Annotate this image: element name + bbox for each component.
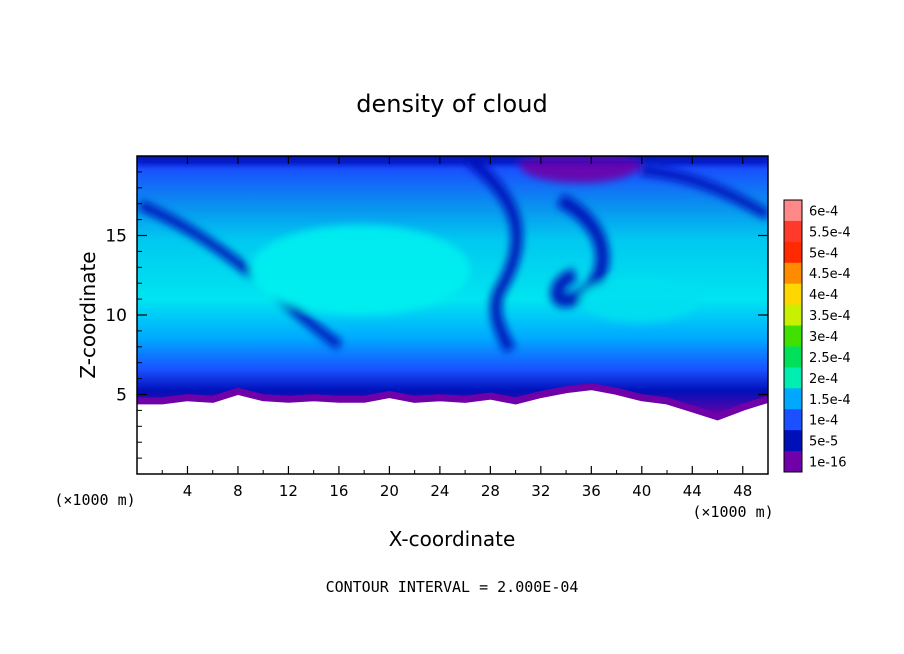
bright-core-right [580, 278, 700, 322]
right-filament [639, 165, 768, 220]
colorbar-swatch [784, 304, 802, 327]
colorbar-swatch [784, 367, 802, 389]
y-tick-marks [137, 171, 768, 459]
colorbar-label: 4.5e-4 [809, 267, 851, 282]
top-dark-band [137, 156, 768, 162]
x-tick-label: 8 [233, 482, 243, 500]
y-tick-labels: 5 10 15 [105, 227, 127, 406]
x-axis-label: X-coordinate [389, 527, 516, 551]
colorbar-swatch [784, 430, 802, 452]
top-purple [520, 156, 640, 183]
colorbar-label: 2.5e-4 [809, 351, 851, 366]
x-tick-label: 16 [329, 482, 348, 500]
y-axis-label: Z-coordinate [76, 251, 100, 378]
x-tick-label: 28 [481, 482, 500, 500]
x-tick-label: 20 [380, 482, 399, 500]
x-tick-marks [161, 156, 744, 474]
colorbar-label: 1e-16 [809, 456, 847, 471]
x-tick-label: 40 [632, 482, 651, 500]
x-tick-labels: 4 8 12 16 20 24 28 32 36 40 44 48 [183, 482, 753, 500]
colorbar-label: 5e-4 [809, 246, 838, 261]
y-tick-label: 15 [105, 227, 127, 247]
colorbar-swatch [784, 409, 802, 431]
colorbar-label: 3.5e-4 [809, 309, 851, 324]
colorbar-swatch [784, 346, 802, 368]
x-tick-label: 12 [279, 482, 298, 500]
x-tick-label: 24 [430, 482, 449, 500]
x-unit-label-right: (×1000 m) [692, 503, 773, 521]
colorbar-label: 3e-4 [809, 330, 838, 345]
colorbar-label: 6e-4 [809, 204, 838, 219]
plot-area [137, 156, 768, 474]
colorbar-label: 5.5e-4 [809, 225, 851, 240]
cloud-base-fringe [137, 383, 768, 421]
y-tick-label: 5 [116, 386, 127, 406]
colorbar-label: 5e-5 [809, 435, 838, 450]
x-tick-label: 32 [531, 482, 550, 500]
colorbar-swatch [784, 241, 802, 264]
colorbar-frame [783, 199, 803, 473]
colorbar-swatch [784, 262, 802, 285]
colorbar-swatch [784, 200, 802, 222]
x-tick-label: 48 [733, 482, 752, 500]
bright-core [250, 225, 470, 315]
y-tick-label: 10 [105, 306, 127, 326]
colorbar: 6e-4 5.5e-4 5e-4 4.5e-4 4e-4 3.5e-4 3e-4 2.5e-4… [783, 199, 851, 473]
x-tick-label: 4 [183, 482, 193, 500]
colorbar-label: 1.5e-4 [809, 393, 851, 408]
colorbar-label: 2e-4 [809, 372, 838, 387]
colorbar-swatch [784, 220, 802, 243]
colorbar-swatch [784, 388, 802, 410]
colorbar-swatch [784, 283, 802, 306]
dark-filament-mid [466, 156, 523, 353]
colorbar-swatch [784, 451, 802, 473]
x-tick-label: 44 [683, 482, 702, 500]
cloud-structures [137, 156, 768, 353]
contour-interval-note: CONTOUR INTERVAL = 2.000E-04 [326, 578, 579, 596]
colorbar-label: 4e-4 [809, 288, 838, 303]
x-unit-label-left: (×1000 m) [54, 491, 135, 509]
colorbar-swatch [784, 325, 802, 347]
colorbar-label: 1e-4 [809, 414, 838, 429]
chart-title: density of cloud [356, 90, 547, 118]
x-tick-label: 36 [582, 482, 601, 500]
